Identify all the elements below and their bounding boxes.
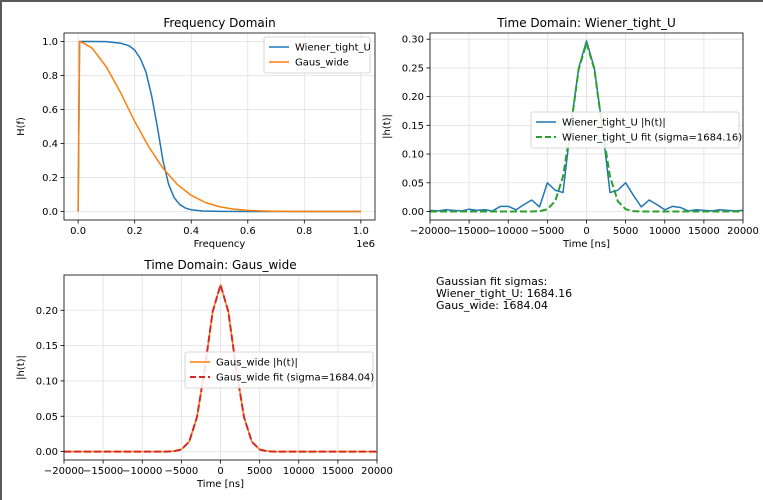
legend-label: Wiener_tight_U fit (sigma=1684.16)	[562, 133, 742, 144]
x-axis-label: Time [ns]	[196, 479, 244, 490]
legend-box	[263, 36, 371, 74]
x-tick-label: 1.0	[353, 226, 369, 237]
axes-frame	[63, 274, 378, 461]
y-tick-label: 0.30	[402, 35, 424, 46]
chart-title: Frequency Domain	[163, 16, 275, 30]
legend-label: Wiener_tight_U |h(t)|	[562, 118, 666, 129]
x-tick-label: −15000	[83, 466, 123, 477]
x-tick-label: 10000	[649, 226, 681, 237]
x-tick-label: −5000	[530, 226, 564, 237]
x-tick-label: −10000	[488, 226, 528, 237]
series-line-2	[77, 40, 361, 213]
x-tick-label: 0	[217, 466, 223, 477]
legend-label: Gaus_wide fit (sigma=1684.04)	[216, 373, 374, 384]
y-axis-label: H(f)	[16, 117, 27, 136]
x-tick-label: −15000	[449, 226, 489, 237]
axes-frame	[429, 32, 744, 221]
x-tick-label: −20000	[44, 466, 84, 477]
legend: Wiener_tight_U |h(t)| Wiener_tight_U fit …	[530, 111, 742, 149]
x-tick-label: −5000	[164, 466, 198, 477]
legend-label: Gaus_wide |h(t)|	[216, 358, 298, 369]
y-tick-label: 0.8	[42, 71, 58, 82]
series-line-1	[77, 40, 361, 213]
x-tick-label: −20000	[410, 226, 450, 237]
x-tick-label: −10000	[122, 466, 162, 477]
x-tick-label: 0	[583, 226, 589, 237]
y-tick-label: 0.20	[36, 306, 58, 317]
fit-summary-line-1: Wiener_tight_U: 1684.16	[436, 287, 573, 300]
y-tick-label: 0.00	[402, 207, 424, 218]
x-tick-label: 5000	[613, 226, 638, 237]
x-tick-label: 0.2	[127, 226, 143, 237]
series-line-2	[64, 283, 377, 453]
x-axis-label: Time [ns]	[562, 239, 610, 250]
y-tick-label: 1.0	[42, 37, 58, 48]
y-tick-label: 0.10	[36, 376, 58, 387]
y-tick-label: 0.2	[42, 173, 58, 184]
y-tick-label: 0.0	[42, 207, 58, 218]
y-tick-label: 0.4	[42, 139, 58, 150]
x-tick-label: 20000	[361, 466, 393, 477]
x-offset-label: 1e6	[356, 239, 375, 250]
legend: Gaus_wide |h(t)| Gaus_wide fit (sigma=168…	[184, 351, 374, 389]
chart-2: −20000−15000−10000 −5000 0 5000 10000 15000 20…	[382, 16, 759, 250]
x-tick-label: 10000	[283, 466, 315, 477]
y-tick-label: 0.20	[402, 92, 424, 103]
legend-label: Gaus_wide	[295, 58, 349, 69]
y-tick-label: 0.6	[42, 105, 58, 116]
x-tick-label: 15000	[688, 226, 720, 237]
y-axis-label: |h(t)|	[16, 355, 27, 380]
chart-1: 0.0 0.2 0.4 0.6 0.8 1.0 0.0 0.2 0.4 0.6 0.8 1.0 Freq…	[16, 16, 376, 250]
y-tick-label: 0.15	[36, 341, 58, 352]
fit-summary: Gaussian fit sigmas: Wiener_tight_U: 168…	[436, 276, 572, 312]
x-tick-label: 15000	[322, 466, 354, 477]
legend-box	[184, 351, 374, 389]
chart-title: Time Domain: Gaus_wide	[143, 258, 296, 272]
x-tick-label: 0.8	[296, 226, 312, 237]
y-tick-label: 0.00	[36, 447, 58, 458]
y-tick-label: 0.10	[402, 150, 424, 161]
x-tick-label: 5000	[247, 466, 272, 477]
x-tick-label: 0.6	[240, 226, 256, 237]
y-tick-label: 0.15	[402, 121, 424, 132]
y-tick-label: 0.05	[402, 178, 424, 189]
y-tick-label: 0.25	[402, 63, 424, 74]
x-tick-label: 0.4	[183, 226, 199, 237]
series-line-1	[430, 40, 743, 212]
legend-label: Wiener_tight_U	[295, 43, 371, 54]
axes-frame	[63, 32, 376, 221]
x-tick-label: 20000	[727, 226, 759, 237]
legend-box	[530, 111, 740, 149]
y-tick-label: 0.05	[36, 412, 58, 423]
x-axis-label: Frequency	[194, 239, 246, 250]
x-tick-label: 0.0	[70, 226, 86, 237]
y-axis-label: |h(t)|	[382, 114, 393, 139]
chart-3: −20000−15000−10000 −5000 0 5000 10000 15000 20…	[16, 258, 393, 490]
fit-summary-heading: Gaussian fit sigmas:	[436, 275, 548, 288]
series-line-2	[430, 42, 743, 213]
legend: Wiener_tight_U Gaus_wide	[263, 36, 371, 74]
chart-title: Time Domain: Wiener_tight_U	[496, 16, 676, 30]
fit-summary-line-2: Gaus_wide: 1684.04	[436, 299, 548, 312]
